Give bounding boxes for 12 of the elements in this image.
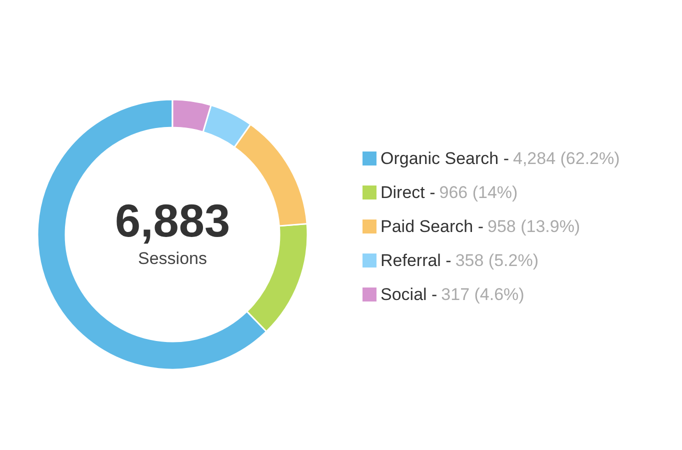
legend-label: Organic Search - xyxy=(380,149,509,168)
data-label: 317 (4.6%) xyxy=(441,285,524,304)
legend-label: Paid Search - xyxy=(380,217,484,236)
data-label: 358 (5.2%) xyxy=(455,251,539,270)
legend-label: Direct - xyxy=(380,183,436,202)
legend-label: Social - xyxy=(380,285,438,304)
text: Sessions xyxy=(138,249,207,268)
data-label: 966 (14%) xyxy=(439,183,518,202)
data-label: 958 (13.9%) xyxy=(487,217,580,236)
legend-label: Referral - xyxy=(380,251,452,270)
text: 6,883 xyxy=(114,194,230,246)
data-label: 4,284 (62.2%) xyxy=(512,149,620,168)
